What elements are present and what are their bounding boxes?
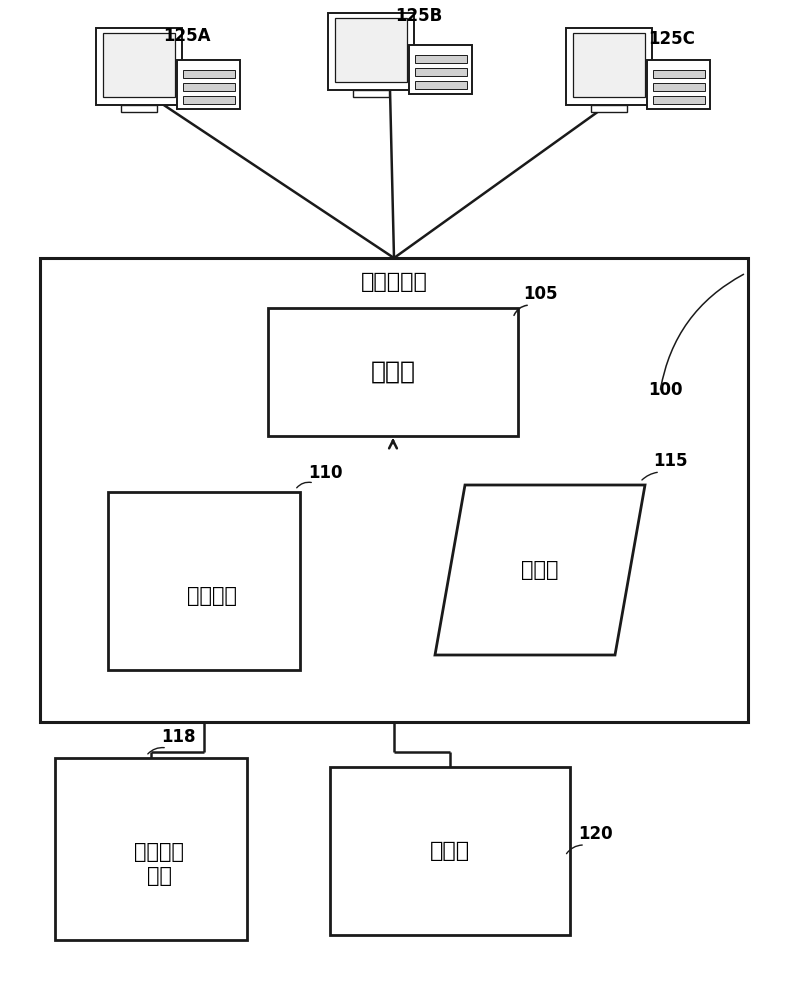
Bar [182,83,235,91]
Bar [566,28,652,104]
Text: 100: 100 [648,381,682,399]
Bar [268,308,518,436]
Bar [330,767,570,935]
Bar [335,18,407,82]
Text: 105: 105 [523,285,557,303]
Bar [40,258,748,722]
Bar [652,96,705,104]
Bar [55,758,247,940]
Text: 115: 115 [653,452,688,470]
Bar [415,55,467,63]
Bar [353,90,389,97]
Bar [652,70,705,78]
Text: 数据检索
设备: 数据检索 设备 [134,842,184,886]
Bar [329,13,413,90]
Bar [108,492,300,670]
Bar [647,60,711,109]
Text: 110: 110 [308,464,343,482]
Bar [415,68,467,76]
Bar [652,83,705,91]
Text: 125C: 125C [648,30,695,48]
Bar [102,33,175,97]
Bar [572,33,645,97]
Bar [591,104,627,112]
Bar [178,60,241,109]
Text: 存储器: 存储器 [521,560,559,580]
Text: 处理器: 处理器 [370,360,416,384]
Bar [182,96,235,104]
Bar [96,28,182,104]
Bar [410,44,472,94]
Text: 118: 118 [161,728,196,746]
Polygon shape [435,485,645,655]
Text: 125B: 125B [395,7,443,25]
Text: 125A: 125A [163,27,211,45]
Text: 内部存储: 内部存储 [187,586,237,606]
Bar [415,81,467,89]
Bar [121,104,157,112]
Bar [182,70,235,78]
Text: 显示器: 显示器 [430,841,470,861]
Text: 120: 120 [578,825,612,843]
Text: 计算机系统: 计算机系统 [361,272,428,292]
